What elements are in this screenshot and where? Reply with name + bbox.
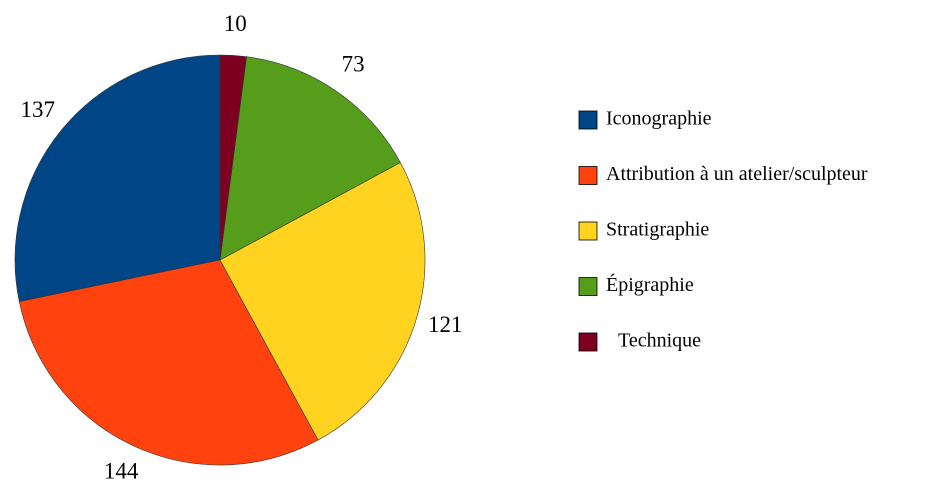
legend-label: Iconographie	[606, 108, 712, 130]
legend-label: Épigraphie	[606, 273, 694, 296]
legend-swatch	[578, 277, 598, 296]
pie-slice	[18, 259, 319, 466]
legend-swatch	[578, 110, 598, 130]
legend-label: Technique	[618, 330, 701, 352]
data-label: 144	[104, 458, 139, 483]
pie-slice	[219, 54, 247, 261]
pie-slice	[219, 56, 401, 261]
data-label: 137	[21, 97, 56, 122]
legend-swatch	[578, 166, 598, 185]
legend-label: Stratigraphie	[606, 219, 709, 241]
data-label: 73	[342, 52, 365, 77]
data-label: 121	[428, 312, 463, 337]
legend-label: Attribution à un atelier/sculpteur	[606, 163, 868, 185]
legend-swatch	[578, 332, 598, 352]
pie-slice	[219, 162, 426, 441]
pie-slice	[14, 54, 221, 302]
data-label: 10	[224, 11, 247, 36]
legend-swatch	[578, 221, 598, 241]
